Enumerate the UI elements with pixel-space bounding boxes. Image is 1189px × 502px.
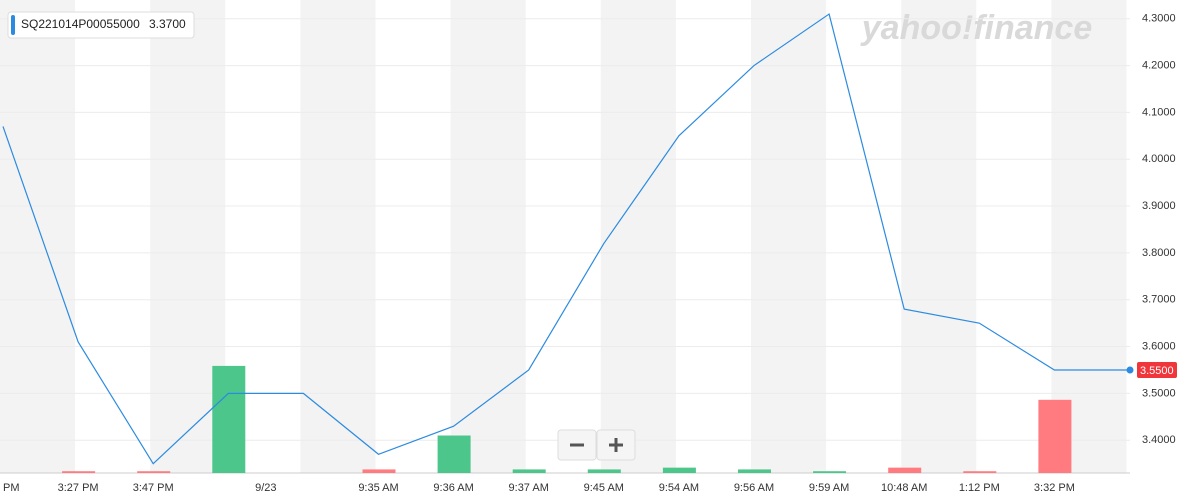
volume-bar [212, 365, 246, 473]
legend-swatch [11, 15, 15, 35]
last-price-label: 3.5500 [1140, 365, 1174, 377]
x-tick-label: 9/23 [255, 482, 276, 494]
y-tick-label: 4.0000 [1142, 153, 1176, 165]
volume-bar [1038, 399, 1072, 473]
bands [0, 0, 1127, 473]
volume-bar [362, 469, 396, 473]
volume-bar [963, 471, 997, 473]
legend-box [7, 11, 195, 39]
legend-name: SQ221014P00055000 [21, 17, 140, 31]
band [600, 0, 676, 473]
x-tick-label: 9:35 AM [358, 482, 398, 494]
y-tick-label: 3.8000 [1142, 247, 1176, 259]
volume-bar [738, 469, 771, 473]
y-tick-label: 3.4000 [1142, 434, 1176, 446]
price-line [2, 13, 1130, 465]
last-price-dot [1126, 366, 1134, 374]
x-tick-label: 9:45 AM [584, 482, 624, 494]
x-tick-label: PM [3, 482, 20, 494]
band [450, 0, 526, 473]
x-tick-label: 9:36 AM [433, 482, 473, 494]
volume-bar [587, 469, 621, 473]
volume-bar [137, 471, 171, 473]
watermark: yahoo!finance [860, 9, 1092, 47]
y-tick-label: 3.5000 [1142, 387, 1176, 399]
volume-bar [512, 469, 546, 473]
x-tick-label: 9:56 AM [734, 482, 774, 494]
band [1051, 0, 1127, 473]
x-tick-label: 3:47 PM [133, 482, 174, 494]
band [0, 0, 76, 473]
x-tick-label: 10:48 AM [881, 482, 927, 494]
last-price-box [1137, 361, 1177, 378]
x-tick-label: 9:59 AM [809, 482, 849, 494]
volume-bar [437, 435, 471, 473]
band [300, 0, 376, 473]
band [901, 0, 977, 473]
x-tick-label: 9:54 AM [659, 482, 699, 494]
legend-value: 3.3700 [149, 17, 186, 31]
y-tick-label: 4.3000 [1142, 13, 1176, 25]
y-tick-label: 4.1000 [1142, 106, 1176, 118]
y-tick-label: 3.7000 [1142, 294, 1176, 306]
y-tick-label: 3.9000 [1142, 200, 1176, 212]
x-tick-label: 1:12 PM [959, 482, 1000, 494]
volume-bar [662, 467, 696, 473]
band [751, 0, 827, 473]
zoom-controls [557, 429, 636, 461]
y-tick-label: 4.2000 [1142, 59, 1176, 71]
x-tick-label: 3:32 PM [1034, 482, 1075, 494]
x-tick-label: 3:27 PM [58, 482, 99, 494]
x-tick-label: 9:37 AM [509, 482, 549, 494]
volume-bar [888, 467, 922, 473]
volume-bar [813, 471, 847, 473]
y-tick-label: 3.6000 [1142, 340, 1176, 352]
volume-bar [62, 471, 96, 473]
